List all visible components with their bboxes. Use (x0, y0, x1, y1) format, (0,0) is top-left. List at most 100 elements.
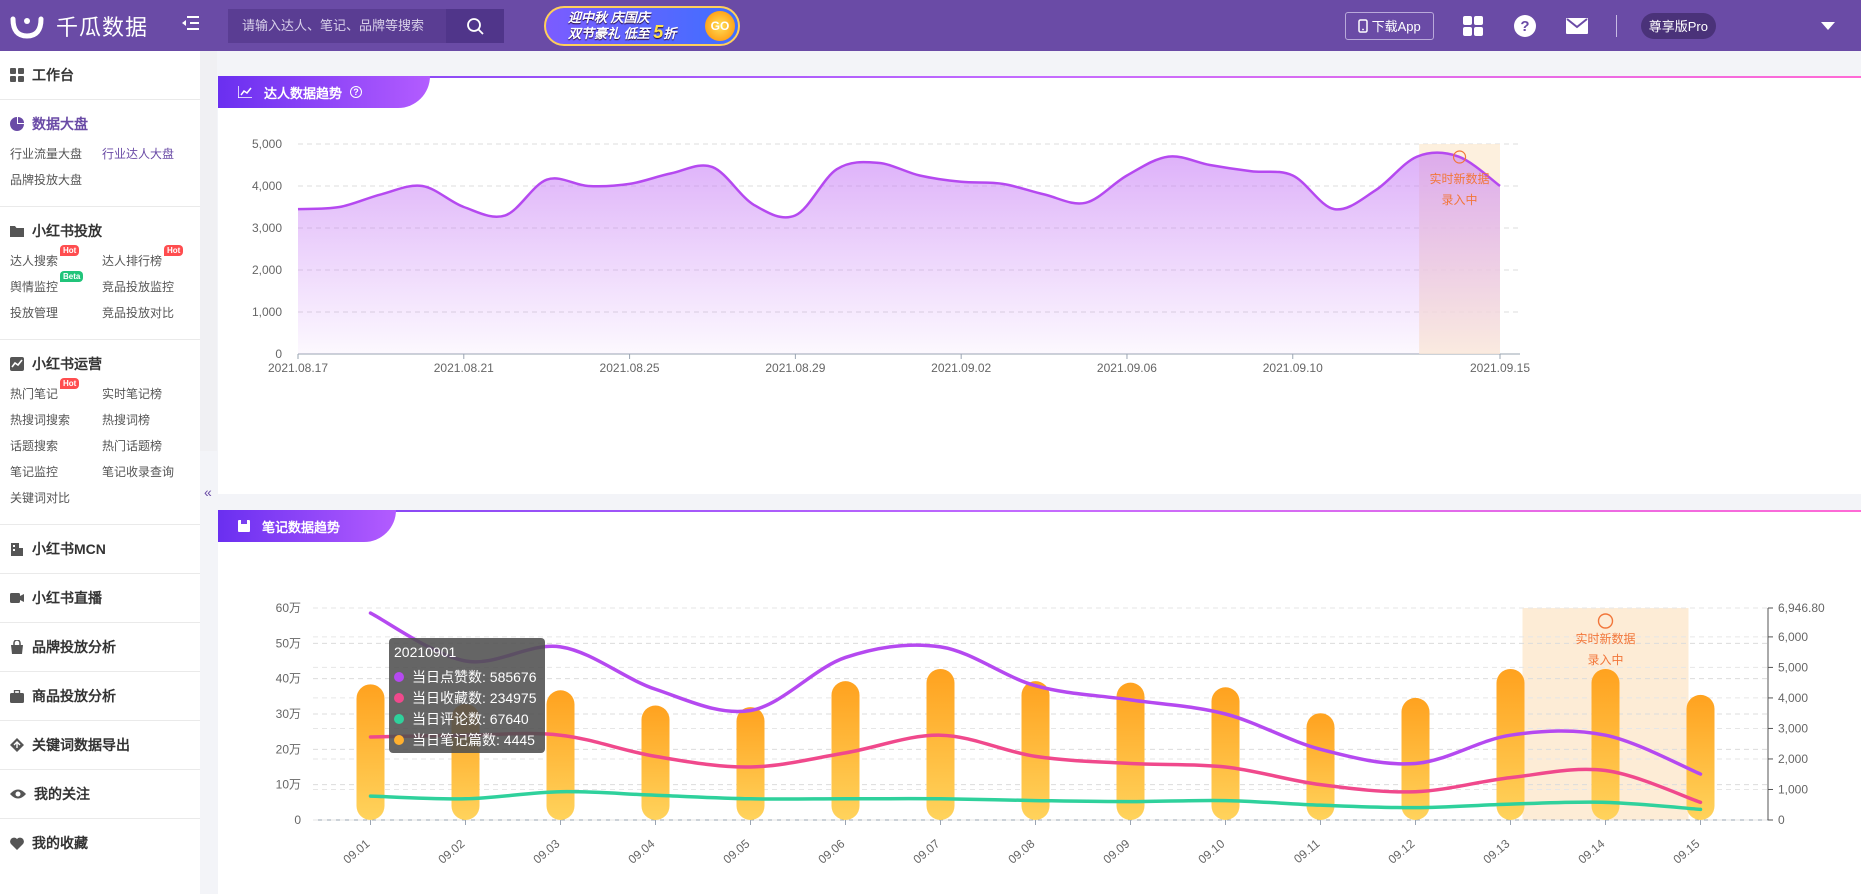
sidebar-subitem-note-index-query[interactable]: 笔记收录查询 (102, 465, 175, 479)
plan-badge[interactable]: 尊享版Pro (1640, 12, 1716, 39)
sidebar-item-workbench[interactable]: 工作台 (10, 51, 190, 99)
sidebar-subitem-industry-kol[interactable]: 行业达人大盘 (102, 147, 175, 161)
sidebar-subitem-kol-ranking[interactable]: 达人排行榜 Hot (102, 245, 194, 271)
tooltip-value: 585676 (489, 668, 537, 685)
shopping-bag-icon (11, 640, 23, 654)
sidebar-collapse-button[interactable]: « (204, 484, 212, 500)
sidebar-subitem-competitor-compare[interactable]: 竞品投放对比 (102, 306, 175, 320)
y-right-tick-label: 5,000 (1778, 660, 1808, 674)
y-right-tick-label: 2,000 (1778, 752, 1808, 766)
sidebar-subitem-kol-search[interactable]: 达人搜索 Hot (10, 245, 102, 271)
sidebar-item-data-board[interactable]: 数据大盘 (10, 100, 190, 148)
sidebar-item-label: 我的关注 (34, 786, 90, 802)
sidebar-subitem-note-monitor[interactable]: 笔记监控 (10, 465, 59, 479)
x-tick-label: 09.05 (720, 836, 752, 866)
brand-logo[interactable]: 千瓜数据 (10, 10, 180, 42)
x-tick-label: 2021.08.17 (268, 361, 328, 375)
note-trend-tab: 笔记数据趋势 (218, 510, 396, 542)
dashboard-icon (10, 68, 24, 82)
sidebar-item-xhs-placement[interactable]: 小红书投放 (10, 207, 190, 255)
x-tick-label: 2021.09.02 (931, 361, 991, 375)
search-input[interactable] (228, 8, 446, 43)
notes-bar (1211, 687, 1240, 820)
y-right-tick-label: 4,000 (1778, 691, 1808, 705)
sidebar-subitem-competitor-monitor[interactable]: 竞品投放监控 (102, 280, 175, 294)
sidebar-subitem-sentiment-monitor[interactable]: 舆情监控 Beta (10, 271, 102, 297)
heart-icon (10, 837, 24, 850)
sidebar-scrollbar[interactable] (200, 51, 217, 451)
y-right-tick-label: 6,000 (1778, 630, 1808, 644)
y-left-tick-label: 10万 (276, 778, 301, 792)
y-left-tick-label: 30万 (276, 707, 301, 721)
search-icon (467, 17, 484, 35)
menu-toggle-icon[interactable] (182, 15, 210, 36)
sidebar-subitem-placement-management[interactable]: 投放管理 (10, 306, 59, 320)
video-camera-icon (10, 593, 24, 603)
sidebar-subitem-realtime-notes[interactable]: 实时笔记榜 (102, 387, 163, 401)
realtime-label: 录入中 (1587, 652, 1623, 667)
tooltip-label: 当日收藏数 (412, 689, 482, 706)
promo-discount: 5 (653, 21, 664, 42)
hot-badge: Hot (164, 245, 184, 256)
header-divider (1615, 14, 1617, 37)
legend-dot (394, 671, 404, 682)
sidebar-subitem-brand-placement[interactable]: 品牌投放大盘 (10, 173, 83, 187)
sidebar-item-xhs-mcn[interactable]: 小红书MCN (10, 525, 190, 573)
sidebar-item-xhs-live[interactable]: 小红书直播 (10, 574, 190, 622)
notes-bar (1591, 668, 1620, 820)
sidebar-section-data-board: 数据大盘 行业流量大盘 行业达人大盘 品牌投放大盘 (0, 100, 200, 207)
apps-grid-icon[interactable] (1460, 13, 1486, 39)
sidebar-subitem-hot-topics[interactable]: 热门话题榜 (102, 439, 163, 453)
top-navigation-bar: 千瓜数据 迎中秋 庆国庆 双节豪礼 低至 5折 GO 下载App ? 尊享版Pr… (0, 0, 1861, 51)
sidebar-item-label: 我的收藏 (32, 835, 88, 851)
sidebar-section-xhs-ops: 小红书运营 热门笔记 Hot 实时笔记榜 热搜词搜索 热搜词榜 话题搜索 热门话题… (0, 340, 200, 525)
sidebar-item-my-favorites[interactable]: 我的收藏 (10, 819, 190, 867)
notes-bar (1401, 697, 1430, 820)
sidebar-subitem-hot-search-ranking[interactable]: 热搜词榜 (102, 413, 151, 427)
mail-icon[interactable] (1564, 13, 1590, 39)
sidebar-subitem-hot-notes[interactable]: 热门笔记 Hot (10, 378, 102, 404)
sidebar-section-follow: 我的关注 (0, 770, 200, 819)
sidebar-subitem-label: 达人搜索 (10, 254, 59, 268)
sidebar-item-keyword-export[interactable]: 关键词数据导出 (10, 721, 190, 769)
sidebar-item-brand-analysis[interactable]: 品牌投放分析 (10, 623, 190, 671)
sidebar-item-label: 品牌投放分析 (32, 639, 116, 655)
notes-bar (926, 668, 955, 820)
sidebar-item-my-follow[interactable]: 我的关注 (10, 770, 190, 818)
notes-bar (1021, 681, 1050, 820)
sidebar-item-label: 小红书运营 (32, 356, 102, 372)
notes-bar (1116, 682, 1145, 820)
promo-line2-c: 折 (663, 25, 677, 41)
promo-banner[interactable]: 迎中秋 庆国庆 双节豪礼 低至 5折 GO (544, 5, 740, 46)
promo-go-button[interactable]: GO (705, 10, 735, 41)
sidebar-subitem-hot-search-words[interactable]: 热搜词搜索 (10, 413, 71, 427)
series-line-3 (368, 789, 1703, 812)
x-tick-label: 09.01 (340, 836, 372, 866)
tooltip-label: 当日评论数 (412, 710, 482, 727)
realtime-clock-icon (1452, 150, 1467, 164)
y-right-tick-label: 0 (1778, 813, 1785, 827)
sidebar-item-xhs-ops[interactable]: 小红书运营 (10, 340, 190, 388)
x-tick-label: 09.02 (435, 836, 467, 866)
tooltip-label: 当日点赞数 (412, 668, 482, 685)
y-left-tick-label: 60万 (276, 601, 301, 615)
sidebar-subitem-industry-traffic[interactable]: 行业流量大盘 (10, 147, 83, 161)
series-line-1 (368, 611, 1703, 776)
promo-line1: 迎中秋 庆国庆 (568, 9, 650, 25)
account-dropdown-caret-icon[interactable] (1821, 21, 1835, 30)
x-tick-label: 2021.09.10 (1263, 361, 1323, 375)
sidebar-item-product-analysis[interactable]: 商品投放分析 (10, 672, 190, 720)
sidebar-section-mcn: 小红书MCN (0, 525, 200, 574)
help-icon[interactable]: ? (350, 86, 363, 98)
x-tick-label: 2021.08.21 (434, 361, 494, 375)
beta-badge: Beta (60, 271, 84, 282)
top-right-actions: 下载App ? 尊享版Pro (1344, 11, 1861, 40)
sidebar-subitem-topic-search[interactable]: 话题搜索 (10, 439, 59, 453)
sidebar-subitem-keyword-compare[interactable]: 关键词对比 (10, 491, 71, 505)
y-left-tick-label: 20万 (276, 742, 301, 756)
search-button[interactable] (446, 8, 504, 43)
help-icon[interactable]: ? (1512, 13, 1538, 39)
download-app-button[interactable]: 下载App (1344, 11, 1434, 40)
y-tick-label: 4,000 (252, 179, 282, 193)
notes-bar (831, 681, 860, 820)
